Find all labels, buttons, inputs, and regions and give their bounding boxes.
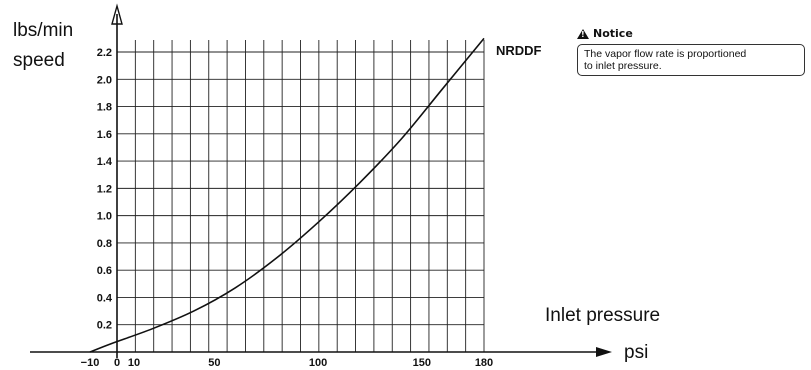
x-axis-title: Inlet pressure bbox=[545, 305, 660, 326]
x-tick-label: 100 bbox=[309, 357, 327, 369]
y-tick-label: 0.8 bbox=[97, 238, 112, 250]
x-tick-label: 180 bbox=[475, 357, 493, 369]
y-tick-label: 1.0 bbox=[97, 211, 112, 223]
x-tick-label: 0 bbox=[114, 357, 120, 369]
y-axis-title-line2: speed bbox=[13, 50, 65, 71]
series-line-nrddf bbox=[89, 37, 485, 353]
y-axis-title-line1: lbs/min bbox=[13, 20, 73, 41]
x-axis-unit: psi bbox=[624, 342, 648, 363]
notice-panel: Notice The vapor flow rate is proportion… bbox=[577, 27, 805, 76]
y-axis-arrow-icon bbox=[111, 3, 123, 25]
y-tick-label: 1.8 bbox=[97, 102, 112, 114]
notice-box: The vapor flow rate is proportioned to i… bbox=[577, 44, 805, 76]
y-tick-label: 1.2 bbox=[97, 183, 112, 195]
grid bbox=[116, 40, 485, 352]
y-tick-label: 2.2 bbox=[97, 47, 112, 59]
y-tick-labels: 0.2 0.4 0.6 0.8 1.0 1.2 1.4 1.6 1.8 2.0 2.2 bbox=[97, 47, 113, 332]
x-axis-arrow-icon bbox=[596, 347, 612, 357]
y-tick-label: 1.4 bbox=[97, 156, 113, 168]
y-tick-label: 2.0 bbox=[97, 74, 112, 86]
notice-text-line1: The vapor flow rate is proportioned bbox=[584, 48, 747, 60]
x-tick-label: 50 bbox=[208, 357, 220, 369]
notice-title: Notice bbox=[593, 27, 633, 40]
y-tick-label: 0.2 bbox=[97, 320, 112, 332]
notice-text-line2: to inlet pressure. bbox=[584, 60, 662, 72]
y-tick-label: 0.4 bbox=[97, 292, 113, 304]
y-tick-label: 1.6 bbox=[97, 129, 112, 141]
warning-triangle-icon bbox=[577, 28, 589, 39]
y-tick-label: 0.6 bbox=[97, 265, 112, 277]
x-tick-label: 150 bbox=[413, 357, 431, 369]
axes bbox=[30, 3, 612, 358]
x-tick-label: −10 bbox=[81, 357, 100, 369]
series-label-nrddf: NRDDF bbox=[496, 43, 542, 58]
x-tick-label: 10 bbox=[128, 357, 140, 369]
x-tick-labels: −10 0 10 50 100 150 180 bbox=[81, 357, 494, 369]
notice-header: Notice bbox=[577, 27, 805, 40]
